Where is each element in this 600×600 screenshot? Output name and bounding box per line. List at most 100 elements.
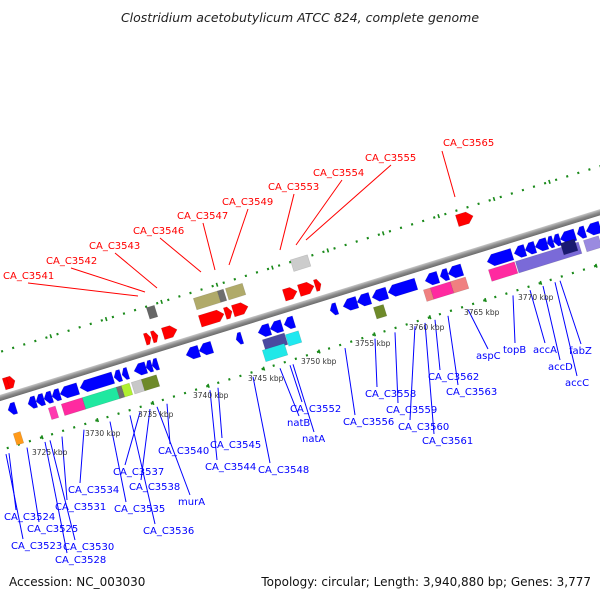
forward-gene-label[interactable]: CA_C3546: [133, 226, 184, 237]
reverse-gene-arrow[interactable]: [256, 322, 273, 338]
gene-block[interactable]: [487, 261, 519, 282]
gene-block[interactable]: [224, 282, 247, 301]
forward-gene-arrow[interactable]: [160, 324, 179, 341]
forward-gene-label[interactable]: CA_C3547: [177, 211, 228, 222]
gene-block[interactable]: [284, 330, 303, 347]
reverse-gene-arrow[interactable]: [6, 401, 19, 416]
reverse-gene-label[interactable]: accC: [565, 378, 589, 389]
reverse-gene-label[interactable]: CA_C3563: [446, 387, 497, 398]
forward-gene-arrow[interactable]: [281, 286, 299, 302]
forward-gene-arrow[interactable]: [312, 278, 323, 292]
reverse-gene-label[interactable]: CA_C3531: [55, 502, 106, 513]
gene-block[interactable]: [12, 431, 25, 446]
reverse-gene-label[interactable]: CA_C3537: [113, 467, 164, 478]
reverse-gene-arrow[interactable]: [355, 291, 373, 307]
reverse-gene-label[interactable]: CA_C3538: [129, 482, 180, 493]
gene-block[interactable]: [120, 382, 134, 398]
reverse-gene-label[interactable]: CA_C3535: [114, 504, 165, 515]
reverse-gene-label[interactable]: CA_C3558: [365, 389, 416, 400]
reverse-gene-label[interactable]: accA: [533, 345, 557, 356]
reverse-gene-arrow[interactable]: [341, 296, 360, 312]
reverse-gene-label[interactable]: CA_C3562: [428, 372, 479, 383]
reverse-gene-label[interactable]: natB: [287, 418, 310, 429]
reverse-gene-arrow[interactable]: [58, 382, 81, 400]
gene-block[interactable]: [560, 238, 579, 256]
reverse-gene-label[interactable]: aspC: [476, 351, 501, 362]
gene-block[interactable]: [140, 374, 161, 392]
reverse-gene-arrow[interactable]: [423, 270, 441, 286]
gene-block[interactable]: [261, 332, 289, 352]
reverse-gene-arrow[interactable]: [234, 331, 245, 345]
reverse-gene-label[interactable]: CA_C3560: [398, 422, 449, 433]
reverse-gene-label[interactable]: topB: [503, 345, 526, 356]
forward-gene-arrow[interactable]: [222, 306, 234, 320]
reverse-gene-arrow[interactable]: [144, 359, 155, 373]
reverse-gene-label[interactable]: CA_C3561: [422, 436, 473, 447]
reverse-gene-arrow[interactable]: [485, 248, 515, 267]
reverse-gene-arrow[interactable]: [112, 369, 124, 383]
gene-block[interactable]: [583, 235, 600, 253]
gene-block[interactable]: [372, 304, 388, 320]
reverse-gene-arrow[interactable]: [386, 277, 419, 298]
reverse-gene-label[interactable]: CA_C3525: [27, 524, 78, 535]
reverse-gene-label[interactable]: CA_C3524: [4, 512, 55, 523]
reverse-gene-label[interactable]: CA_C3536: [143, 526, 194, 537]
reverse-gene-arrow[interactable]: [446, 263, 465, 280]
reverse-gene-label[interactable]: CA_C3540: [158, 446, 209, 457]
reverse-gene-arrow[interactable]: [533, 237, 550, 253]
forward-gene-arrow[interactable]: [5, 375, 17, 390]
reverse-gene-label[interactable]: CA_C3530: [63, 542, 114, 553]
forward-gene-label[interactable]: CA_C3543: [89, 241, 140, 252]
reverse-gene-arrow[interactable]: [184, 344, 202, 360]
forward-gene-label[interactable]: CA_C3553: [268, 182, 319, 193]
reverse-gene-arrow[interactable]: [26, 395, 39, 410]
forward-gene-arrow[interactable]: [230, 301, 250, 318]
reverse-gene-label[interactable]: CA_C3528: [55, 555, 106, 566]
forward-gene-label[interactable]: CA_C3541: [3, 271, 54, 282]
reverse-gene-label[interactable]: accD: [548, 362, 573, 373]
reverse-gene-arrow[interactable]: [50, 387, 63, 402]
reverse-gene-arrow[interactable]: [575, 225, 588, 240]
reverse-gene-arrow[interactable]: [78, 371, 116, 394]
reverse-gene-arrow[interactable]: [512, 243, 528, 259]
gene-block[interactable]: [47, 405, 60, 421]
reverse-gene-arrow[interactable]: [282, 315, 297, 331]
reverse-gene-arrow[interactable]: [438, 267, 451, 282]
reverse-gene-arrow[interactable]: [132, 361, 149, 377]
forward-gene-arrow[interactable]: [197, 308, 226, 328]
gene-block[interactable]: [192, 290, 222, 311]
reverse-gene-label[interactable]: CA_C3548: [258, 465, 309, 476]
reverse-gene-arrow[interactable]: [370, 286, 390, 303]
forward-gene-label[interactable]: CA_C3549: [222, 197, 273, 208]
reverse-gene-arrow[interactable]: [584, 220, 600, 237]
gene-block[interactable]: [289, 254, 312, 272]
reverse-gene-label[interactable]: murA: [178, 497, 205, 508]
reverse-gene-arrow[interactable]: [523, 240, 538, 256]
reverse-gene-arrow[interactable]: [328, 302, 340, 317]
reverse-gene-label[interactable]: CA_C3552: [290, 404, 341, 415]
gene-block[interactable]: [216, 288, 228, 303]
reverse-gene-arrow[interactable]: [120, 366, 131, 381]
reverse-gene-arrow[interactable]: [545, 235, 556, 249]
reverse-gene-label[interactable]: CA_C3559: [386, 405, 437, 416]
forward-gene-arrow[interactable]: [149, 330, 160, 344]
forward-gene-label[interactable]: CA_C3565: [443, 138, 494, 149]
gene-block[interactable]: [449, 276, 470, 294]
reverse-gene-arrow[interactable]: [34, 392, 47, 407]
gene-block[interactable]: [60, 397, 87, 417]
gene-block[interactable]: [261, 343, 289, 363]
reverse-gene-label[interactable]: CA_C3523: [11, 541, 62, 552]
reverse-gene-label[interactable]: CA_C3534: [68, 485, 119, 496]
reverse-gene-arrow[interactable]: [197, 340, 215, 356]
reverse-gene-arrow[interactable]: [42, 390, 55, 405]
forward-gene-label[interactable]: CA_C3555: [365, 153, 416, 164]
forward-gene-label[interactable]: CA_C3554: [313, 168, 364, 179]
forward-gene-arrow[interactable]: [296, 280, 316, 297]
reverse-gene-label[interactable]: CA_C3556: [343, 417, 394, 428]
forward-gene-arrow[interactable]: [454, 210, 475, 228]
gene-block[interactable]: [145, 304, 159, 320]
reverse-gene-label[interactable]: CA_C3544: [205, 462, 256, 473]
reverse-gene-label[interactable]: natA: [302, 434, 325, 445]
forward-gene-arrow[interactable]: [142, 332, 153, 346]
